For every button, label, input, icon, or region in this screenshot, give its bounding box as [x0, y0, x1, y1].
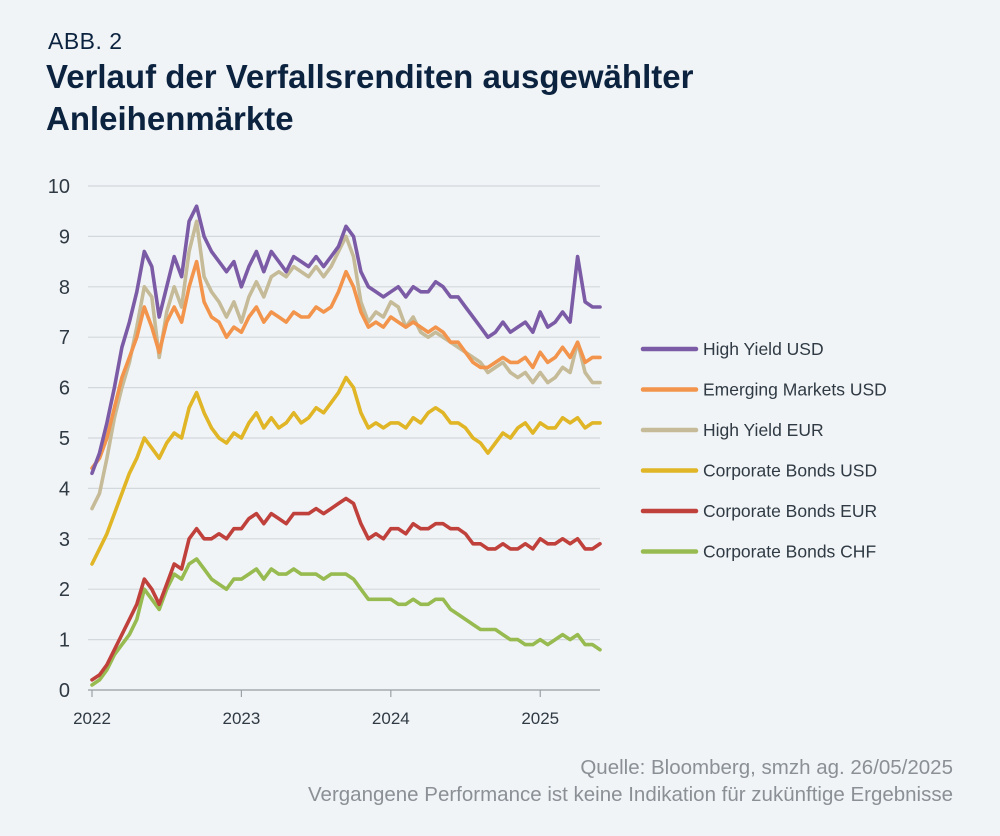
y-tick-label: 1 — [59, 630, 70, 652]
x-tick-label: 2023 — [222, 709, 260, 728]
legend-label: Corporate Bonds EUR — [703, 501, 877, 521]
x-tick-label: 2024 — [372, 709, 410, 728]
series-lines — [90, 204, 602, 687]
series-line-corporate-bonds-usd — [90, 375, 602, 566]
y-tick-label: 6 — [59, 378, 70, 400]
legend-label: Corporate Bonds CHF — [703, 542, 876, 562]
y-tick-label: 3 — [59, 529, 70, 551]
legend-label: High Yield USD — [703, 339, 824, 359]
chart-title: Verlauf der Verfallsrenditen ausgewählte… — [46, 58, 694, 137]
y-tick-label: 0 — [59, 680, 70, 702]
y-tick-label: 9 — [59, 226, 70, 248]
source-note: Quelle: Bloomberg, smzh ag. 26/05/2025 V… — [308, 754, 953, 808]
y-tick-label: 4 — [59, 478, 70, 500]
y-tick-label: 2 — [59, 579, 70, 601]
y-axis: 0 1 2 3 4 5 6 7 8 9 10 — [48, 176, 70, 702]
figure-label: ABB. 2 — [48, 28, 123, 54]
series-line-high-yield-eur — [90, 219, 602, 511]
legend-label: High Yield EUR — [703, 420, 824, 440]
series-line-emerging-markets-usd — [90, 259, 602, 471]
y-tick-label: 7 — [59, 327, 70, 349]
x-tick-label: 2022 — [73, 709, 111, 728]
legend-label: Corporate Bonds USD — [703, 461, 877, 481]
y-tick-label: 8 — [59, 277, 70, 299]
grid-lines — [88, 185, 600, 691]
series-line-corporate-bonds-eur — [90, 496, 602, 682]
y-tick-label: 10 — [48, 176, 70, 198]
source-text: Quelle: Bloomberg, smzh ag. 26/05/2025 — [580, 756, 953, 779]
legend-label: Emerging Markets USD — [703, 380, 887, 400]
series-line-high-yield-usd — [90, 204, 602, 476]
legend: High Yield USD Emerging Markets USD High Y… — [640, 339, 887, 562]
x-tick-label: 2025 — [521, 709, 559, 728]
y-tick-label: 5 — [59, 428, 70, 450]
disclaimer-text: Vergangene Performance ist keine Indikat… — [308, 783, 953, 806]
series-line-corporate-bonds-chf — [90, 557, 602, 687]
x-axis: 2022 2023 2024 2025 — [73, 689, 600, 728]
